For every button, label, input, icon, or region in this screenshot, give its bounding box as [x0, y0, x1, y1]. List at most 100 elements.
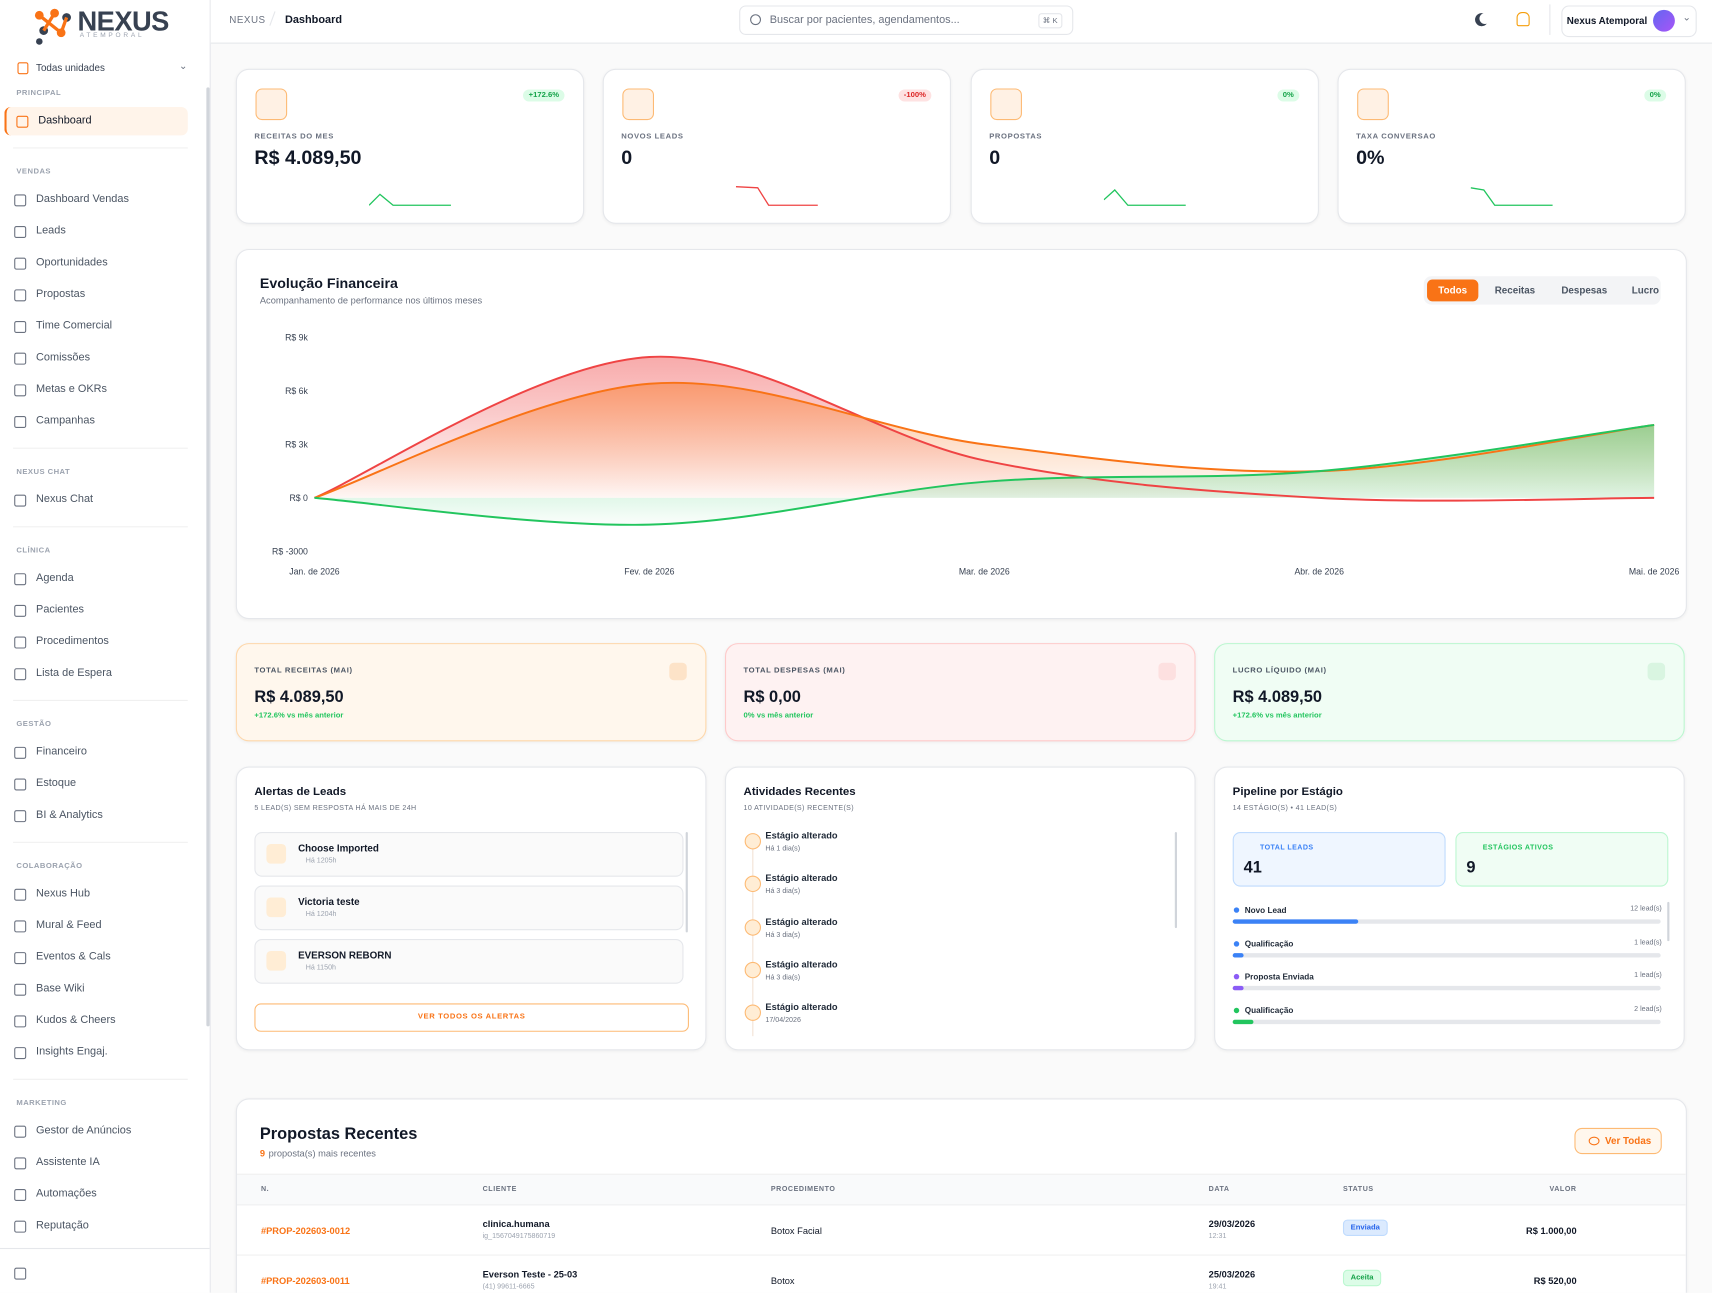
nav-label: Propostas	[36, 288, 86, 301]
proposal-row[interactable]: #PROP-202603-0012 clinica.humana ig_156704…	[236, 1204, 1686, 1256]
collapse-button[interactable]	[14, 1267, 27, 1280]
filter-button[interactable]: Despesas	[1552, 280, 1618, 302]
nav-item[interactable]: Kudos & Cheers	[4, 1007, 187, 1035]
nav-icon	[14, 952, 27, 965]
nav-item[interactable]: BI & Analytics	[4, 801, 187, 829]
alert-time: Há 1205h	[305, 857, 337, 865]
nav-item[interactable]: Automações	[4, 1180, 187, 1208]
nav-label: Dashboard	[38, 114, 92, 127]
nav-item[interactable]: Lista de Espera	[4, 659, 187, 687]
nav-item[interactable]: Financeiro	[4, 738, 187, 766]
theme-toggle[interactable]	[1479, 13, 1490, 24]
timeline-line	[752, 839, 754, 1037]
panel-title: Atividades Recentes	[743, 785, 856, 799]
nav-item[interactable]: Assistente IA	[4, 1149, 187, 1177]
nav-item[interactable]: Eventos & Cals	[4, 943, 187, 971]
nav-section-title: CLÍNICA	[16, 547, 51, 555]
nav-item[interactable]: Mural & Feed	[4, 912, 187, 940]
nav-item[interactable]: Oportunidades	[4, 249, 187, 277]
nav-item[interactable]: Procedimentos	[4, 628, 187, 656]
summary-icon	[1158, 662, 1176, 681]
nav-label: Automações	[36, 1187, 97, 1200]
nav-item[interactable]: Time Comercial	[4, 312, 187, 340]
filter-button[interactable]: Todos	[1427, 279, 1479, 302]
notifications-button[interactable]	[1516, 12, 1530, 27]
nav-item[interactable]: Insights Engaj.	[4, 1038, 187, 1066]
pipeline-card: Pipeline por Estágio 14 ESTÁGIO(S) • 41 L…	[1214, 766, 1685, 1051]
kpi-card: -100% NOVOS LEADS 0	[602, 68, 951, 224]
stage-bar	[1232, 985, 1244, 991]
alert-name: Victoria teste	[298, 896, 360, 908]
kpi-value: 0	[621, 146, 633, 169]
activity-title: Estágio alterado	[765, 872, 838, 884]
alert-item[interactable]: Victoria teste Há 1204h	[254, 885, 684, 931]
panel-subtitle: 14 ESTÁGIO(S) • 41 LEAD(S)	[1232, 804, 1338, 813]
nav-item[interactable]: Reputação	[4, 1212, 187, 1240]
nav-icon	[14, 352, 27, 365]
kpi-icon	[255, 88, 288, 121]
user-avatar	[1653, 9, 1675, 32]
view-alerts-button[interactable]: VER TODOS OS ALERTAS	[254, 1003, 689, 1032]
alert-name: EVERSON REBORN	[298, 949, 392, 961]
summary-value: R$ 0,00	[743, 687, 801, 707]
nav-item[interactable]: Propostas	[4, 281, 187, 309]
nav-divider	[13, 147, 188, 149]
nav-label: Campanhas	[36, 414, 95, 427]
kpi-label: PROPOSTAS	[989, 133, 1043, 141]
alert-item[interactable]: EVERSON REBORN Há 1150h	[254, 938, 684, 984]
stage-count: 2 lead(s)	[1634, 1005, 1662, 1013]
alert-name: Choose Imported	[298, 842, 379, 854]
nav-icon	[14, 494, 27, 507]
divider	[1549, 4, 1551, 35]
unit-selector[interactable]: Todas unidades ⌄	[9, 57, 195, 79]
nav-item[interactable]: Dashboard Vendas	[4, 186, 187, 214]
nav-label: Nexus Chat	[36, 493, 94, 506]
view-all-button[interactable]: Ver Todas	[1574, 1127, 1662, 1155]
nav-icon	[14, 746, 27, 759]
y-tick-label: R$ -3000	[272, 547, 308, 557]
breadcrumb-root[interactable]: NEXUS	[229, 14, 266, 26]
nav-item[interactable]: Pacientes	[4, 596, 187, 624]
nav-item[interactable]: Campanhas	[4, 407, 187, 435]
stage-track	[1232, 1019, 1661, 1024]
activity-time: Há 3 dia(s)	[765, 973, 801, 982]
proposal-row[interactable]: #PROP-202603-0011 Everson Teste - 25-03 (4…	[237, 1255, 1686, 1293]
kpi-label: TAXA CONVERSAO	[1356, 133, 1436, 141]
nav-section-title: GESTÃO	[16, 720, 52, 729]
y-tick-label: R$ 9k	[285, 333, 308, 343]
user-menu[interactable]: Nexus Atemporal ⌄	[1561, 5, 1697, 38]
nav-item[interactable]: Dashboard	[4, 107, 188, 136]
nav-label: Pacientes	[36, 603, 84, 616]
summary-icon	[669, 662, 687, 681]
nav-item[interactable]: Base Wiki	[4, 975, 187, 1003]
nav-item[interactable]: Nexus Chat	[4, 486, 187, 514]
nav-item[interactable]: Comissões	[4, 344, 187, 372]
search-box[interactable]: Buscar por pacientes, agendamentos... ⌘ …	[739, 5, 1074, 35]
total-leads-value: 41	[1243, 858, 1262, 877]
nav-item[interactable]: Nexus Hub	[4, 880, 187, 908]
nav-item[interactable]: Metas e OKRs	[4, 376, 187, 404]
nav-item[interactable]: Agenda	[4, 564, 187, 592]
filter-button[interactable]: Lucro	[1622, 280, 1668, 302]
panel-title: Pipeline por Estágio	[1232, 785, 1343, 799]
nav-item[interactable]: Estoque	[4, 770, 187, 798]
x-tick-label: Mai. de 2026	[1629, 566, 1680, 576]
y-tick-label: R$ 3k	[285, 440, 308, 450]
filter-button[interactable]: Receitas	[1484, 280, 1546, 302]
nav-section-title: VENDAS	[16, 168, 51, 176]
proposal-id: #PROP-202603-0012	[260, 1225, 351, 1236]
nav-item[interactable]: Gestor de Anúncios	[4, 1117, 187, 1145]
time: 19:41	[1208, 1282, 1227, 1291]
alert-item[interactable]: Choose Imported Há 1205h	[254, 831, 684, 877]
nav-item[interactable]: Leads	[4, 217, 187, 245]
table-header: N. CLIENTE PROCEDIMENTO DATA STATUS VALOR	[236, 1173, 1686, 1206]
chevron: ⌄	[1682, 12, 1691, 23]
column-header: CLIENTE	[482, 1185, 517, 1194]
line	[314, 355, 1655, 502]
nav-icon	[14, 668, 27, 681]
nav-icon	[14, 573, 27, 586]
y-tick-label: R$ 6k	[285, 386, 308, 396]
procedure: Botox	[770, 1275, 795, 1287]
sparkline-line	[369, 193, 451, 206]
